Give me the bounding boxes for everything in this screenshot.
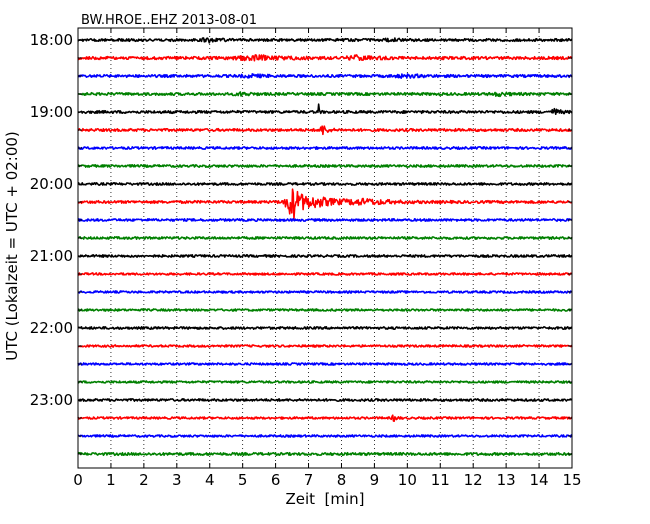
x-tick-label: 14: [530, 471, 549, 489]
trace-2245: [77, 380, 573, 384]
trace-2230: [77, 362, 573, 366]
trace-1930: [77, 146, 573, 150]
trace-2015: [77, 188, 573, 220]
x-tick-label: 10: [398, 471, 417, 489]
grid: [110, 28, 540, 468]
trace-2345: [77, 451, 573, 457]
trace-1845: [77, 91, 573, 98]
trace-2330: [77, 434, 573, 438]
plot-frame: [77, 27, 573, 469]
trace-1815: [77, 54, 573, 62]
x-tick-label: 9: [370, 471, 380, 489]
x-tick-label: 8: [337, 471, 347, 489]
trace-2000: [77, 182, 573, 186]
x-tick-label: 7: [304, 471, 314, 489]
axes: 0 1 2 3 4 5 6 7 8 9 10 11 12 13 14 1518:0019:0020:0021:…: [30, 27, 582, 489]
trace-2300: [77, 398, 573, 402]
trace-1900: [77, 103, 573, 116]
trace-2145: [77, 308, 573, 312]
x-tick-label: 0: [73, 471, 83, 489]
trace-1800: [77, 37, 573, 44]
trace-2045: [77, 236, 573, 240]
y-tick-label: 22:00: [30, 319, 73, 337]
x-tick-label: 11: [431, 471, 450, 489]
trace-1830: [77, 73, 573, 79]
trace-2215: [77, 344, 573, 348]
trace-2315: [77, 414, 573, 423]
x-tick-label: 13: [497, 471, 516, 489]
chart-title: BW.HROE..EHZ 2013-08-01: [81, 13, 257, 28]
trace-2030: [77, 218, 573, 222]
y-tick-label: 21:00: [30, 247, 73, 265]
x-tick-label: 2: [139, 471, 149, 489]
y-tick-label: 19:00: [30, 103, 73, 121]
trace-1915: [77, 125, 573, 136]
y-tick-label: 23:00: [30, 391, 73, 409]
trace-2200: [77, 326, 573, 330]
x-tick-label: 4: [205, 471, 215, 489]
y-tick-label: 18:00: [30, 31, 73, 49]
x-axis-label: Zeit [min]: [285, 490, 364, 508]
trace-2100: [77, 254, 573, 258]
x-tick-label: 5: [238, 471, 248, 489]
trace-2115: [77, 272, 573, 276]
x-tick-label: 1: [106, 471, 116, 489]
y-axis-label: UTC (Lokalzeit = UTC + 02:00): [3, 131, 21, 361]
trace-2130: [77, 290, 573, 294]
x-tick-label: 3: [172, 471, 182, 489]
x-tick-label: 6: [271, 471, 281, 489]
trace-layer: [77, 37, 573, 457]
x-tick-label: 12: [464, 471, 483, 489]
trace-1945: [77, 164, 573, 168]
x-tick-label: 15: [562, 471, 581, 489]
y-tick-label: 20:00: [30, 175, 73, 193]
